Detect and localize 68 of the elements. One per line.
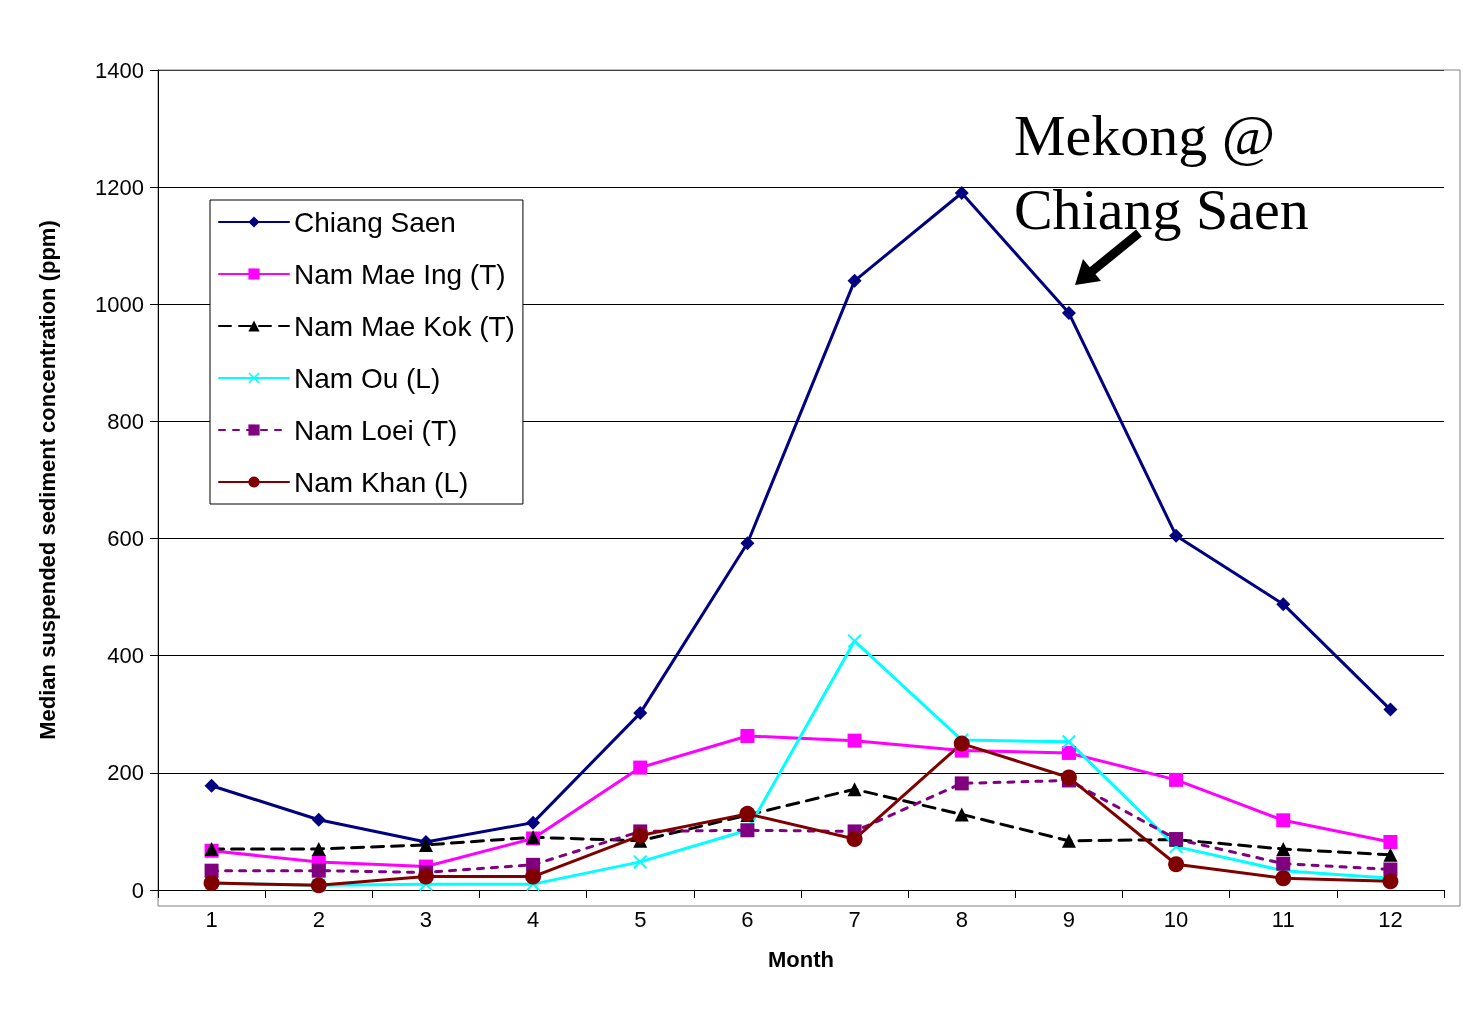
legend-label: Nam Loei (T) xyxy=(294,414,458,446)
point xyxy=(1276,597,1291,612)
x-tick-label: 10 xyxy=(1163,906,1189,932)
point xyxy=(417,868,434,885)
point xyxy=(311,812,326,827)
point xyxy=(1276,813,1291,828)
x-tick-label: 5 xyxy=(634,906,647,932)
x-axis-title: Month xyxy=(768,946,834,972)
point xyxy=(1061,745,1076,760)
y-tick-label: 1200 xyxy=(95,174,144,200)
point xyxy=(204,778,219,793)
legend-label: Nam Mae Kok (T) xyxy=(294,310,515,342)
point xyxy=(311,863,326,878)
point xyxy=(846,831,863,848)
point xyxy=(633,706,648,721)
x-tick-label: 6 xyxy=(741,906,754,932)
point xyxy=(1060,769,1077,786)
x-tick-label: 4 xyxy=(526,906,540,932)
point xyxy=(525,868,542,885)
y-tick-label: 400 xyxy=(107,643,144,669)
point xyxy=(953,735,970,752)
point xyxy=(633,854,648,869)
point xyxy=(1383,702,1398,717)
point xyxy=(633,760,648,775)
x-tick-label: 7 xyxy=(848,906,861,932)
y-tick-label: 1400 xyxy=(95,57,144,83)
point xyxy=(1061,734,1076,749)
point xyxy=(847,733,862,748)
point xyxy=(740,536,755,551)
legend-label: Chiang Saen xyxy=(294,206,456,238)
point xyxy=(1169,772,1184,787)
x-tick-label: 2 xyxy=(312,906,325,932)
point xyxy=(1169,528,1184,543)
point xyxy=(954,776,969,791)
y-tick-label: 800 xyxy=(107,408,144,434)
point xyxy=(1276,856,1291,871)
point xyxy=(526,815,541,830)
point xyxy=(954,186,969,200)
point xyxy=(740,728,755,743)
point xyxy=(1383,847,1398,862)
y-axis-title: Median suspended sediment concentration (ppm) xyxy=(34,220,60,740)
point xyxy=(1275,870,1292,887)
y-tick-label: 600 xyxy=(107,526,144,552)
x-tick-label: 12 xyxy=(1378,906,1403,932)
point xyxy=(1168,856,1185,873)
point xyxy=(847,782,862,797)
point xyxy=(847,273,862,288)
legend-label: Nam Mae Ing (T) xyxy=(294,258,506,290)
y-tick-label: 0 xyxy=(131,877,144,903)
legend-label: Nam Ou (L) xyxy=(294,362,441,394)
annotation: Mekong @ Chiang Saen xyxy=(1013,102,1309,242)
x-tick-label: 3 xyxy=(419,906,433,932)
point xyxy=(1383,834,1398,849)
x-tick-label: 9 xyxy=(1062,906,1076,932)
point xyxy=(311,842,326,856)
point xyxy=(1276,842,1291,856)
legend-label: Nam Khan (L) xyxy=(294,466,469,498)
point xyxy=(1382,873,1399,890)
point xyxy=(954,807,969,822)
y-tick-label: 200 xyxy=(107,760,144,786)
x-tick-label: 11 xyxy=(1271,906,1295,932)
point xyxy=(1061,833,1076,848)
x-tick-label: 8 xyxy=(955,906,968,932)
point xyxy=(1061,306,1076,321)
point xyxy=(847,634,862,649)
y-tick-label: 1000 xyxy=(95,291,144,317)
x-tick-label: 1 xyxy=(205,906,218,932)
point xyxy=(632,827,649,844)
